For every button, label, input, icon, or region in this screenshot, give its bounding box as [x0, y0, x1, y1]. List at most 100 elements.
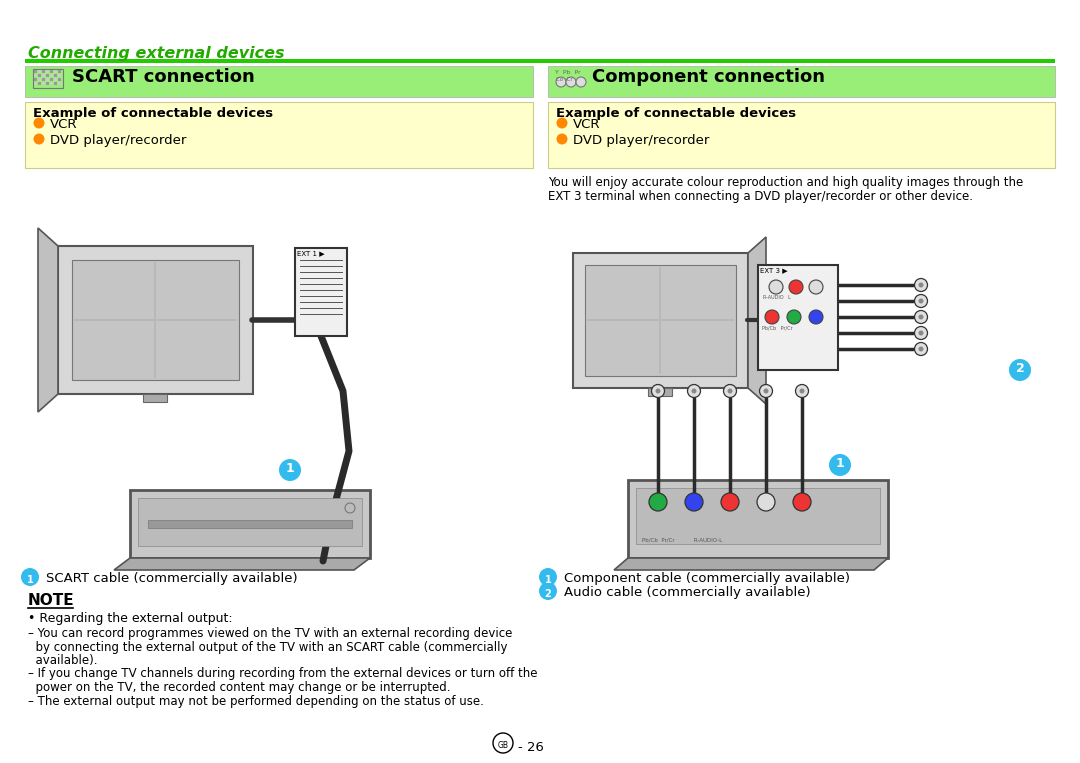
Circle shape [918, 314, 923, 320]
Polygon shape [748, 237, 766, 404]
Bar [58, 82, 60, 85]
Circle shape [796, 385, 809, 398]
Circle shape [576, 77, 586, 87]
Circle shape [556, 134, 567, 144]
Bar [148, 520, 352, 528]
Text: Pb/Cb  Pr/Cr           R-AUDIO-L: Pb/Cb Pr/Cr R-AUDIO-L [642, 538, 723, 543]
Bar [58, 70, 60, 73]
Bar [46, 78, 49, 81]
Circle shape [566, 77, 576, 87]
Text: - 26: - 26 [518, 741, 544, 754]
Circle shape [757, 493, 775, 511]
Text: power on the TV, the recorded content may change or be interrupted.: power on the TV, the recorded content ma… [28, 681, 450, 694]
Text: SCART connection: SCART connection [72, 68, 255, 86]
Circle shape [33, 118, 44, 128]
Bar [588, 319, 734, 321]
Text: 1: 1 [27, 575, 33, 585]
Circle shape [918, 346, 923, 352]
Bar [54, 70, 57, 73]
Text: Audio cable (commercially available): Audio cable (commercially available) [564, 586, 811, 599]
Polygon shape [38, 228, 58, 412]
Circle shape [279, 459, 301, 481]
Circle shape [656, 388, 661, 394]
Polygon shape [615, 558, 888, 570]
Text: Y  Pb  Pr: Y Pb Pr [555, 70, 581, 75]
Circle shape [765, 310, 779, 324]
Text: EXT 3 terminal when connecting a DVD player/recorder or other device.: EXT 3 terminal when connecting a DVD pla… [548, 190, 973, 203]
Text: 2: 2 [544, 589, 552, 599]
Text: NOTE: NOTE [28, 593, 75, 608]
Text: EXT 3 ▶: EXT 3 ▶ [760, 267, 787, 273]
Bar [33, 82, 37, 85]
Bar [295, 248, 347, 336]
Bar [54, 74, 57, 77]
Circle shape [539, 568, 557, 586]
Text: You will enjoy accurate colour reproduction and high quality images through the: You will enjoy accurate colour reproduct… [548, 176, 1023, 189]
Circle shape [918, 298, 923, 304]
Text: 1: 1 [544, 575, 552, 585]
Circle shape [721, 493, 739, 511]
Bar [25, 59, 1055, 63]
Text: – The external output may not be performed depending on the status of use.: – The external output may not be perform… [28, 694, 484, 707]
Text: GB: GB [498, 741, 509, 750]
Text: VCR: VCR [50, 118, 78, 131]
Bar [138, 498, 362, 546]
Bar [636, 488, 880, 544]
Bar [659, 267, 661, 374]
Text: DVD player/recorder: DVD player/recorder [50, 134, 187, 147]
Text: – You can record programmes viewed on the TV with an external recording device: – You can record programmes viewed on th… [28, 627, 512, 640]
Circle shape [764, 388, 769, 394]
Text: Connecting external devices: Connecting external devices [28, 46, 284, 61]
Bar [75, 319, 237, 321]
Bar [72, 260, 239, 380]
Circle shape [688, 385, 701, 398]
Bar [33, 69, 63, 88]
Text: R-AUDIO   L: R-AUDIO L [762, 295, 791, 300]
Text: Pb/Cb   Pr/Cr: Pb/Cb Pr/Cr [762, 325, 793, 330]
Circle shape [809, 280, 823, 294]
Text: EXT 1 ▶: EXT 1 ▶ [297, 250, 325, 256]
Bar [42, 78, 45, 81]
Bar [42, 74, 45, 77]
Bar [585, 265, 735, 376]
Circle shape [556, 118, 567, 128]
Circle shape [789, 280, 804, 294]
Bar [548, 66, 1055, 97]
Circle shape [809, 310, 823, 324]
Circle shape [21, 568, 39, 586]
Bar [627, 480, 888, 558]
Bar [54, 78, 57, 81]
Polygon shape [114, 558, 370, 570]
Circle shape [799, 388, 805, 394]
Circle shape [915, 295, 928, 307]
Bar [33, 78, 37, 81]
Bar [548, 102, 1055, 168]
Circle shape [345, 503, 355, 513]
Bar [758, 265, 838, 370]
Bar [25, 102, 534, 168]
Text: Example of connectable devices: Example of connectable devices [556, 107, 796, 120]
Bar [143, 394, 167, 402]
Bar [58, 74, 60, 77]
Circle shape [769, 280, 783, 294]
Bar [42, 82, 45, 85]
Bar [130, 490, 370, 558]
Circle shape [724, 385, 737, 398]
Text: – If you change TV channels during recording from the external devices or turn o: – If you change TV channels during recor… [28, 668, 538, 681]
Circle shape [556, 77, 566, 87]
Bar [38, 78, 41, 81]
Circle shape [918, 282, 923, 288]
Text: Co  Cr: Co Cr [556, 77, 572, 82]
Circle shape [918, 330, 923, 336]
Text: VCR: VCR [573, 118, 600, 131]
Bar [573, 253, 748, 388]
Text: available).: available). [28, 654, 97, 667]
Text: Component connection: Component connection [592, 68, 825, 86]
Bar [38, 74, 41, 77]
Bar [38, 82, 41, 85]
Bar [50, 70, 53, 73]
Text: • Regarding the external output:: • Regarding the external output: [28, 612, 232, 625]
Bar [154, 262, 156, 378]
Text: 1: 1 [836, 457, 845, 470]
Text: DVD player/recorder: DVD player/recorder [573, 134, 710, 147]
